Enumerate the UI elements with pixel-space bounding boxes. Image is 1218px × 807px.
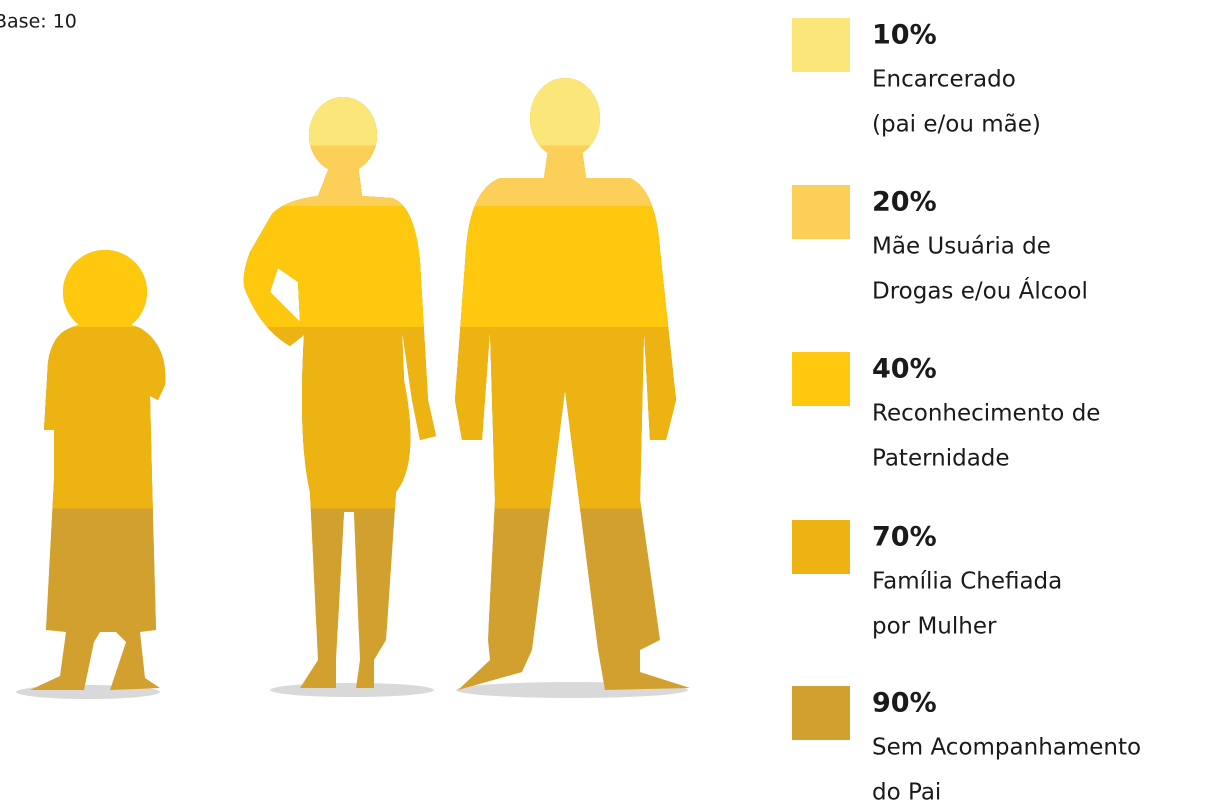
legend-label: Paternidade — [872, 446, 1010, 472]
legend-label: Família Chefiada — [872, 569, 1062, 595]
band — [30, 78, 690, 206]
legend-label: por Mulher — [872, 614, 997, 640]
legend-value: 70% — [872, 522, 937, 553]
shadow — [270, 683, 434, 697]
legend-swatch — [792, 352, 850, 406]
base-note: Base: 10 — [0, 11, 77, 33]
legend: 10% Encarcerado (pai e/ou mãe) 20% Mãe Usuár… — [792, 18, 1141, 806]
band — [30, 78, 690, 146]
legend-value: 10% — [872, 20, 937, 51]
legend-swatch — [792, 185, 850, 239]
legend-swatch — [792, 18, 850, 72]
legend-label: Mãe Usuária de — [872, 234, 1051, 260]
legend-label: Drogas e/ou Álcool — [872, 277, 1088, 305]
legend-swatch — [792, 686, 850, 740]
legend-value: 90% — [872, 688, 937, 719]
legend-label: Encarcerado — [872, 67, 1016, 93]
legend-label: do Pai — [872, 780, 941, 806]
legend-swatch — [792, 520, 850, 574]
legend-value: 40% — [872, 354, 937, 385]
legend-value: 20% — [872, 187, 937, 218]
band — [30, 78, 690, 327]
legend-label: Reconhecimento de — [872, 401, 1100, 427]
legend-label: Sem Acompanhamento — [872, 735, 1141, 761]
legend-label: (pai e/ou mãe) — [872, 112, 1041, 138]
